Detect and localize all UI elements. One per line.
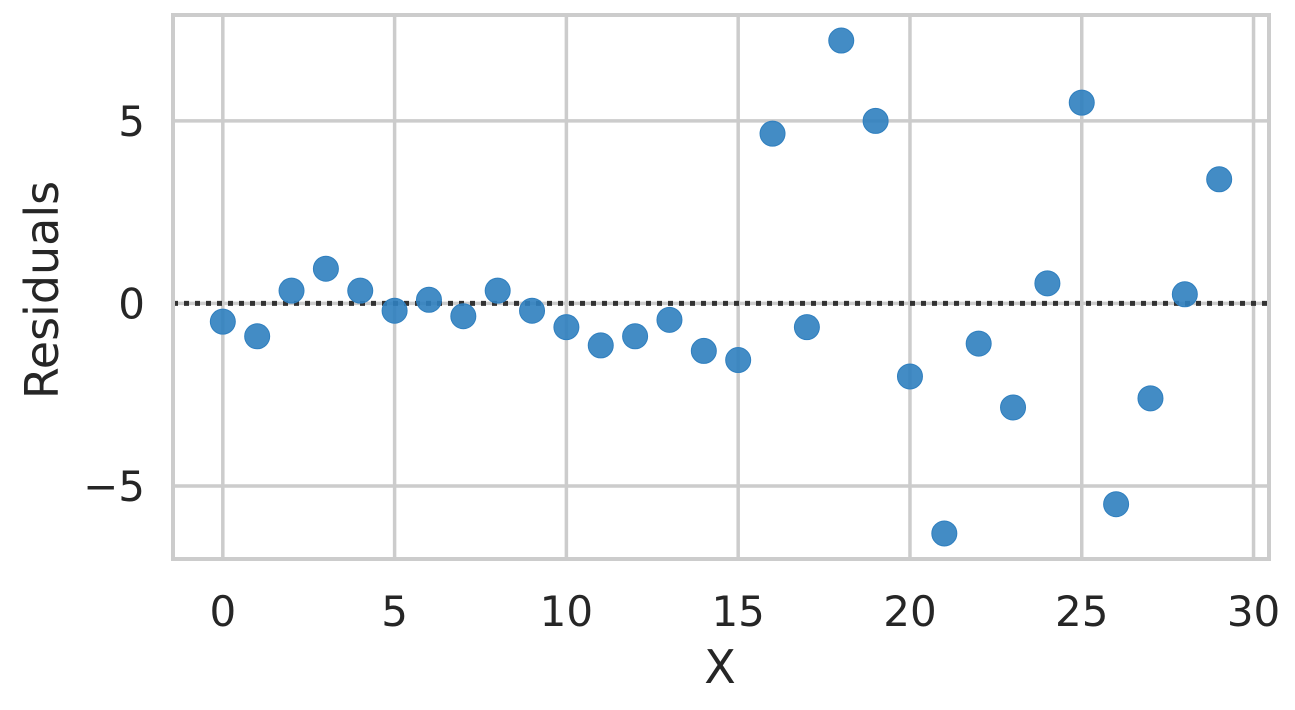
data-point bbox=[828, 27, 855, 54]
data-point bbox=[484, 277, 511, 304]
data-point bbox=[1206, 166, 1233, 193]
y-tick-label: −5 bbox=[83, 462, 145, 511]
data-point bbox=[931, 520, 958, 547]
data-point bbox=[1171, 281, 1198, 308]
data-point bbox=[793, 314, 820, 341]
data-point bbox=[587, 332, 614, 359]
data-point bbox=[965, 330, 992, 357]
grid-lines bbox=[173, 15, 1269, 559]
data-point bbox=[450, 303, 477, 330]
x-tick-label: 25 bbox=[1055, 587, 1108, 636]
x-tick-label: 5 bbox=[381, 587, 408, 636]
x-tick-label: 10 bbox=[540, 587, 593, 636]
data-point bbox=[1137, 385, 1164, 412]
axes-frame bbox=[171, 13, 1271, 561]
data-point bbox=[1068, 89, 1095, 116]
data-point bbox=[209, 308, 236, 335]
y-tick-label: 0 bbox=[118, 279, 145, 328]
data-point bbox=[244, 323, 271, 350]
data-point bbox=[553, 314, 580, 341]
data-point bbox=[862, 107, 889, 134]
y-tick-label: 5 bbox=[118, 97, 145, 146]
x-tick-label: 20 bbox=[883, 587, 936, 636]
data-point bbox=[656, 306, 683, 333]
tick-labels: 0 5 10 15 20 25 30 −5 0 5 bbox=[83, 97, 1280, 636]
data-point bbox=[347, 277, 374, 304]
data-point bbox=[725, 347, 752, 374]
plot-frame bbox=[171, 13, 1271, 561]
y-axis-label: Residuals bbox=[15, 181, 69, 399]
data-point bbox=[278, 277, 305, 304]
x-tick-label: 30 bbox=[1227, 587, 1280, 636]
data-point bbox=[519, 297, 546, 324]
data-point bbox=[1103, 491, 1130, 518]
data-point bbox=[381, 297, 408, 324]
data-point bbox=[312, 255, 339, 282]
x-tick-label: 15 bbox=[711, 587, 764, 636]
data-point bbox=[759, 120, 786, 147]
x-tick-label: 0 bbox=[209, 587, 236, 636]
data-point bbox=[690, 337, 717, 364]
scatter-points bbox=[209, 27, 1233, 547]
data-point bbox=[1000, 394, 1027, 421]
data-point bbox=[415, 286, 442, 313]
x-axis-label: X bbox=[704, 640, 736, 694]
data-point bbox=[622, 323, 649, 350]
data-point bbox=[1034, 270, 1061, 297]
data-point bbox=[896, 363, 923, 390]
